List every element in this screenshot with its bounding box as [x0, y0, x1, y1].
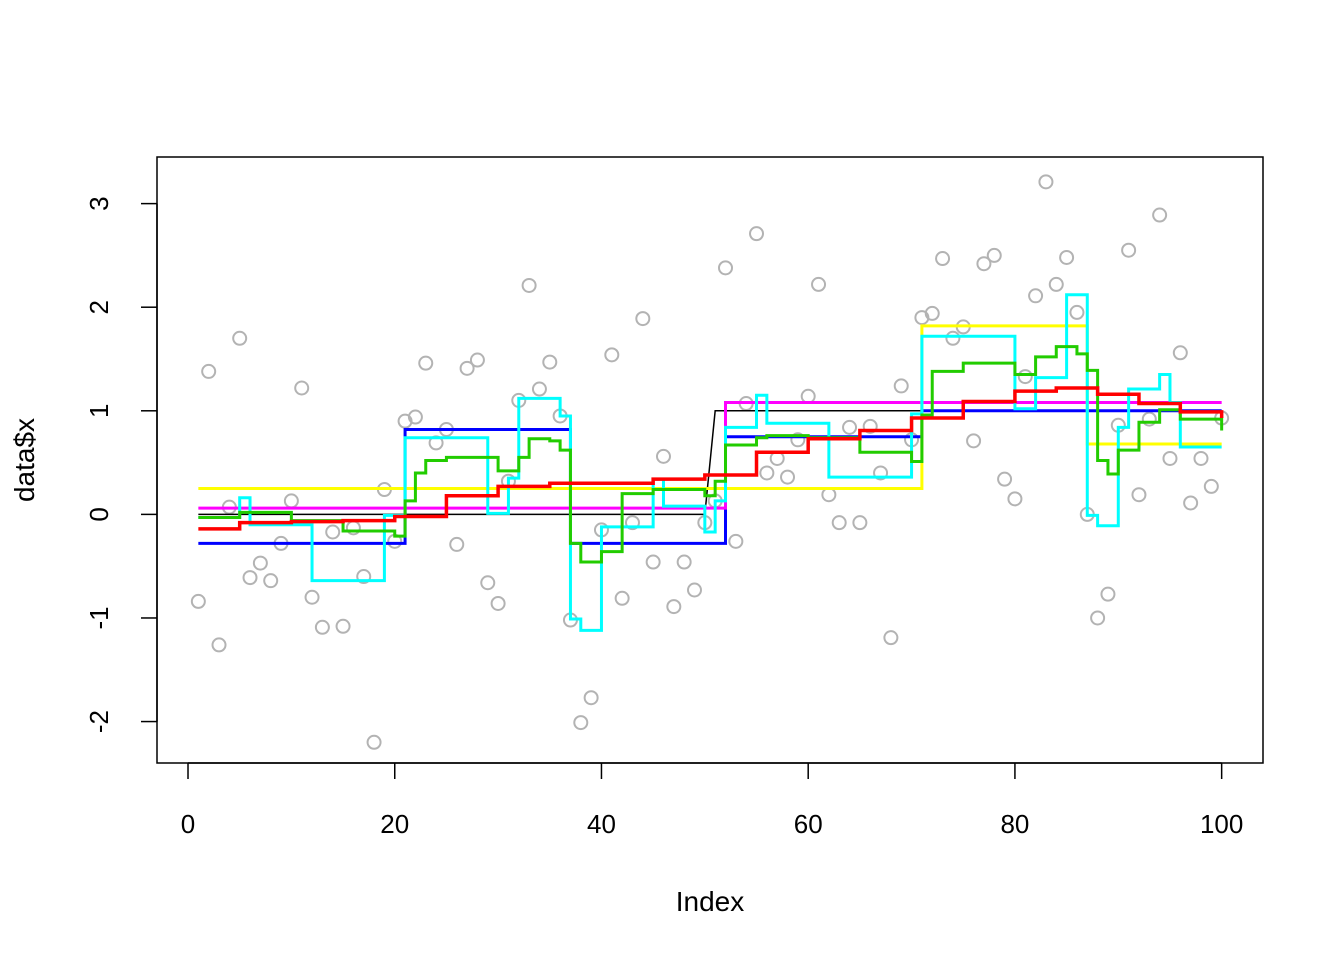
- data-point: [232, 330, 248, 346]
- data-point: [531, 381, 547, 397]
- y-tick-label: 3: [84, 196, 114, 210]
- data-point: [242, 570, 258, 586]
- data-point: [966, 433, 982, 449]
- y-axis: -2 -1 0 1 2 3: [84, 196, 158, 733]
- data-point: [811, 276, 827, 292]
- data-point: [263, 573, 279, 589]
- y-axis-title: data$x: [9, 418, 40, 502]
- series-line-6: [198, 345, 1224, 564]
- data-point: [1152, 207, 1168, 223]
- data-point: [1141, 411, 1157, 427]
- data-point: [935, 251, 951, 267]
- data-point: [583, 690, 599, 706]
- x-axis: 0 20 40 60 80 100: [181, 762, 1243, 839]
- data-point: [1028, 288, 1044, 304]
- data-point: [852, 515, 868, 531]
- data-point: [924, 305, 940, 321]
- data-point: [635, 311, 651, 327]
- data-point: [1090, 610, 1106, 626]
- data-point: [304, 589, 320, 605]
- data-point: [728, 533, 744, 549]
- data-point: [294, 380, 310, 396]
- data-point: [831, 515, 847, 531]
- data-point: [325, 524, 341, 540]
- data-point: [645, 554, 661, 570]
- data-point: [1007, 491, 1023, 507]
- data-point: [469, 352, 485, 368]
- chart-marks: [190, 174, 1230, 750]
- data-point: [614, 590, 630, 606]
- x-tick-label: 100: [1200, 809, 1243, 839]
- data-point: [780, 469, 796, 485]
- y-tick-label: -2: [84, 710, 114, 733]
- y-tick-label: -1: [84, 606, 114, 629]
- data-point: [976, 256, 992, 272]
- data-point: [480, 575, 496, 591]
- data-point: [335, 618, 351, 634]
- x-axis-title: Index: [676, 886, 745, 917]
- data-point: [624, 515, 640, 531]
- x-tick-label: 40: [587, 809, 616, 839]
- data-point: [314, 619, 330, 635]
- data-point: [945, 330, 961, 346]
- data-point: [759, 465, 775, 481]
- data-point: [666, 599, 682, 615]
- data-point: [418, 355, 434, 371]
- data-point: [1100, 586, 1116, 602]
- x-tick-label: 20: [380, 809, 409, 839]
- data-point: [201, 363, 217, 379]
- y-tick-label: 0: [84, 507, 114, 521]
- data-point: [211, 637, 227, 653]
- data-point: [1038, 174, 1054, 190]
- data-point: [1131, 487, 1147, 503]
- data-point: [655, 448, 671, 464]
- data-point: [1059, 249, 1075, 265]
- series-line-7: [198, 386, 1224, 531]
- data-point: [790, 432, 806, 448]
- data-point: [676, 554, 692, 570]
- data-point: [1193, 450, 1209, 466]
- data-point: [1203, 478, 1219, 494]
- y-tick-label: 1: [84, 404, 114, 418]
- data-point: [252, 555, 268, 571]
- data-point: [986, 247, 1002, 263]
- data-point: [718, 260, 734, 276]
- data-point: [997, 471, 1013, 487]
- data-point: [490, 595, 506, 611]
- series-line-4: [198, 324, 1222, 490]
- data-point: [356, 569, 372, 585]
- data-point: [1069, 304, 1085, 320]
- data-point: [842, 419, 858, 435]
- data-point: [893, 378, 909, 394]
- data-point: [573, 715, 589, 731]
- data-point: [366, 734, 382, 750]
- data-point: [449, 536, 465, 552]
- data-point: [862, 418, 878, 434]
- data-point: [1121, 242, 1137, 258]
- x-tick-label: 80: [1000, 809, 1029, 839]
- x-tick-label: 0: [181, 809, 195, 839]
- data-point: [873, 465, 889, 481]
- data-point: [407, 409, 423, 425]
- data-point: [749, 226, 765, 242]
- data-point: [521, 277, 537, 293]
- data-point: [542, 354, 558, 370]
- data-point: [190, 593, 206, 609]
- data-point: [883, 630, 899, 646]
- data-point: [1162, 450, 1178, 466]
- data-point: [459, 360, 475, 376]
- data-point: [604, 347, 620, 363]
- data-point: [1183, 495, 1199, 511]
- data-point: [1048, 276, 1064, 292]
- data-point: [1017, 369, 1033, 385]
- data-point: [686, 582, 702, 598]
- data-point: [1172, 345, 1188, 361]
- x-tick-label: 60: [794, 809, 823, 839]
- y-tick-label: 2: [84, 300, 114, 314]
